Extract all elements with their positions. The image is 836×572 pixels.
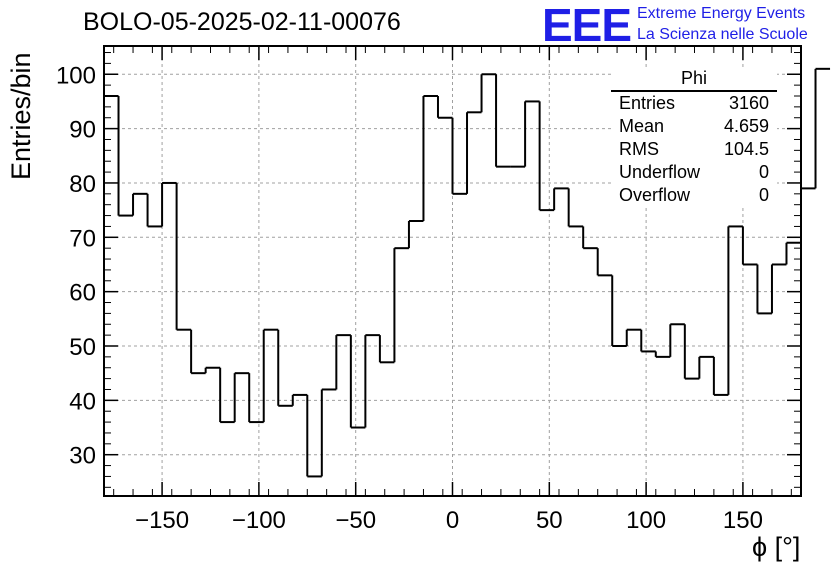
stats-value: 0 (758, 162, 769, 182)
stats-value: 0 (758, 185, 769, 205)
axis-ticks (104, 46, 801, 496)
stats-label: Overflow (619, 185, 691, 205)
x-tick-label: 50 (536, 507, 563, 534)
y-tick-label: 100 (56, 62, 96, 89)
stats-value: 104.5 (723, 139, 769, 159)
x-tick-label: −50 (335, 507, 376, 534)
y-tick-label: 40 (69, 388, 96, 415)
stats-row-underflow: Underflow 0 (611, 161, 777, 184)
stats-row-entries: Entries 3160 (611, 92, 777, 115)
y-tick-label: 50 (69, 334, 96, 361)
stats-value: 3160 (728, 93, 769, 113)
stats-value: 4.659 (723, 116, 769, 136)
stats-box: Phi Entries 3160 Mean 4.659 RMS 104.5 Un… (611, 68, 777, 207)
chart-title: BOLO-05-2025-02-11-00076 (83, 8, 401, 36)
eee-logo: EEE Extreme Energy Events La Scienza nel… (542, 0, 832, 51)
y-tick-label: 70 (69, 225, 96, 252)
stats-label: Mean (619, 116, 665, 136)
axis-tick-labels: −150 −100 −50 0 50 100 150 30 40 50 60 70 80 90 100 (56, 62, 763, 534)
logo-subtitle-line2: La Scienza nelle Scuole (637, 26, 808, 43)
x-tick-label: 150 (723, 507, 763, 534)
y-tick-label: 30 (69, 443, 96, 470)
x-tick-label: −100 (232, 507, 286, 534)
logo-subtitle-line1: Extreme Energy Events (637, 5, 806, 22)
y-tick-label: 60 (69, 280, 96, 307)
stats-row-mean: Mean 4.659 (611, 115, 777, 138)
y-tick-label: 80 (69, 171, 96, 198)
x-tick-label: −150 (135, 507, 189, 534)
y-tick-label: 90 (69, 117, 96, 144)
stats-label: RMS (619, 139, 659, 159)
y-axis-label: Entries/bin (6, 52, 36, 180)
stats-row-rms: RMS 104.5 (611, 138, 777, 161)
stats-label: Underflow (619, 162, 701, 182)
stats-label: Entries (619, 93, 676, 113)
x-tick-label: 0 (446, 507, 459, 534)
x-tick-label: 100 (626, 507, 666, 534)
logo-letters: EEE (542, 0, 632, 51)
stats-title: Phi (611, 68, 777, 92)
stats-row-overflow: Overflow 0 (611, 184, 777, 207)
x-axis-label: ϕ [°] (752, 532, 801, 562)
